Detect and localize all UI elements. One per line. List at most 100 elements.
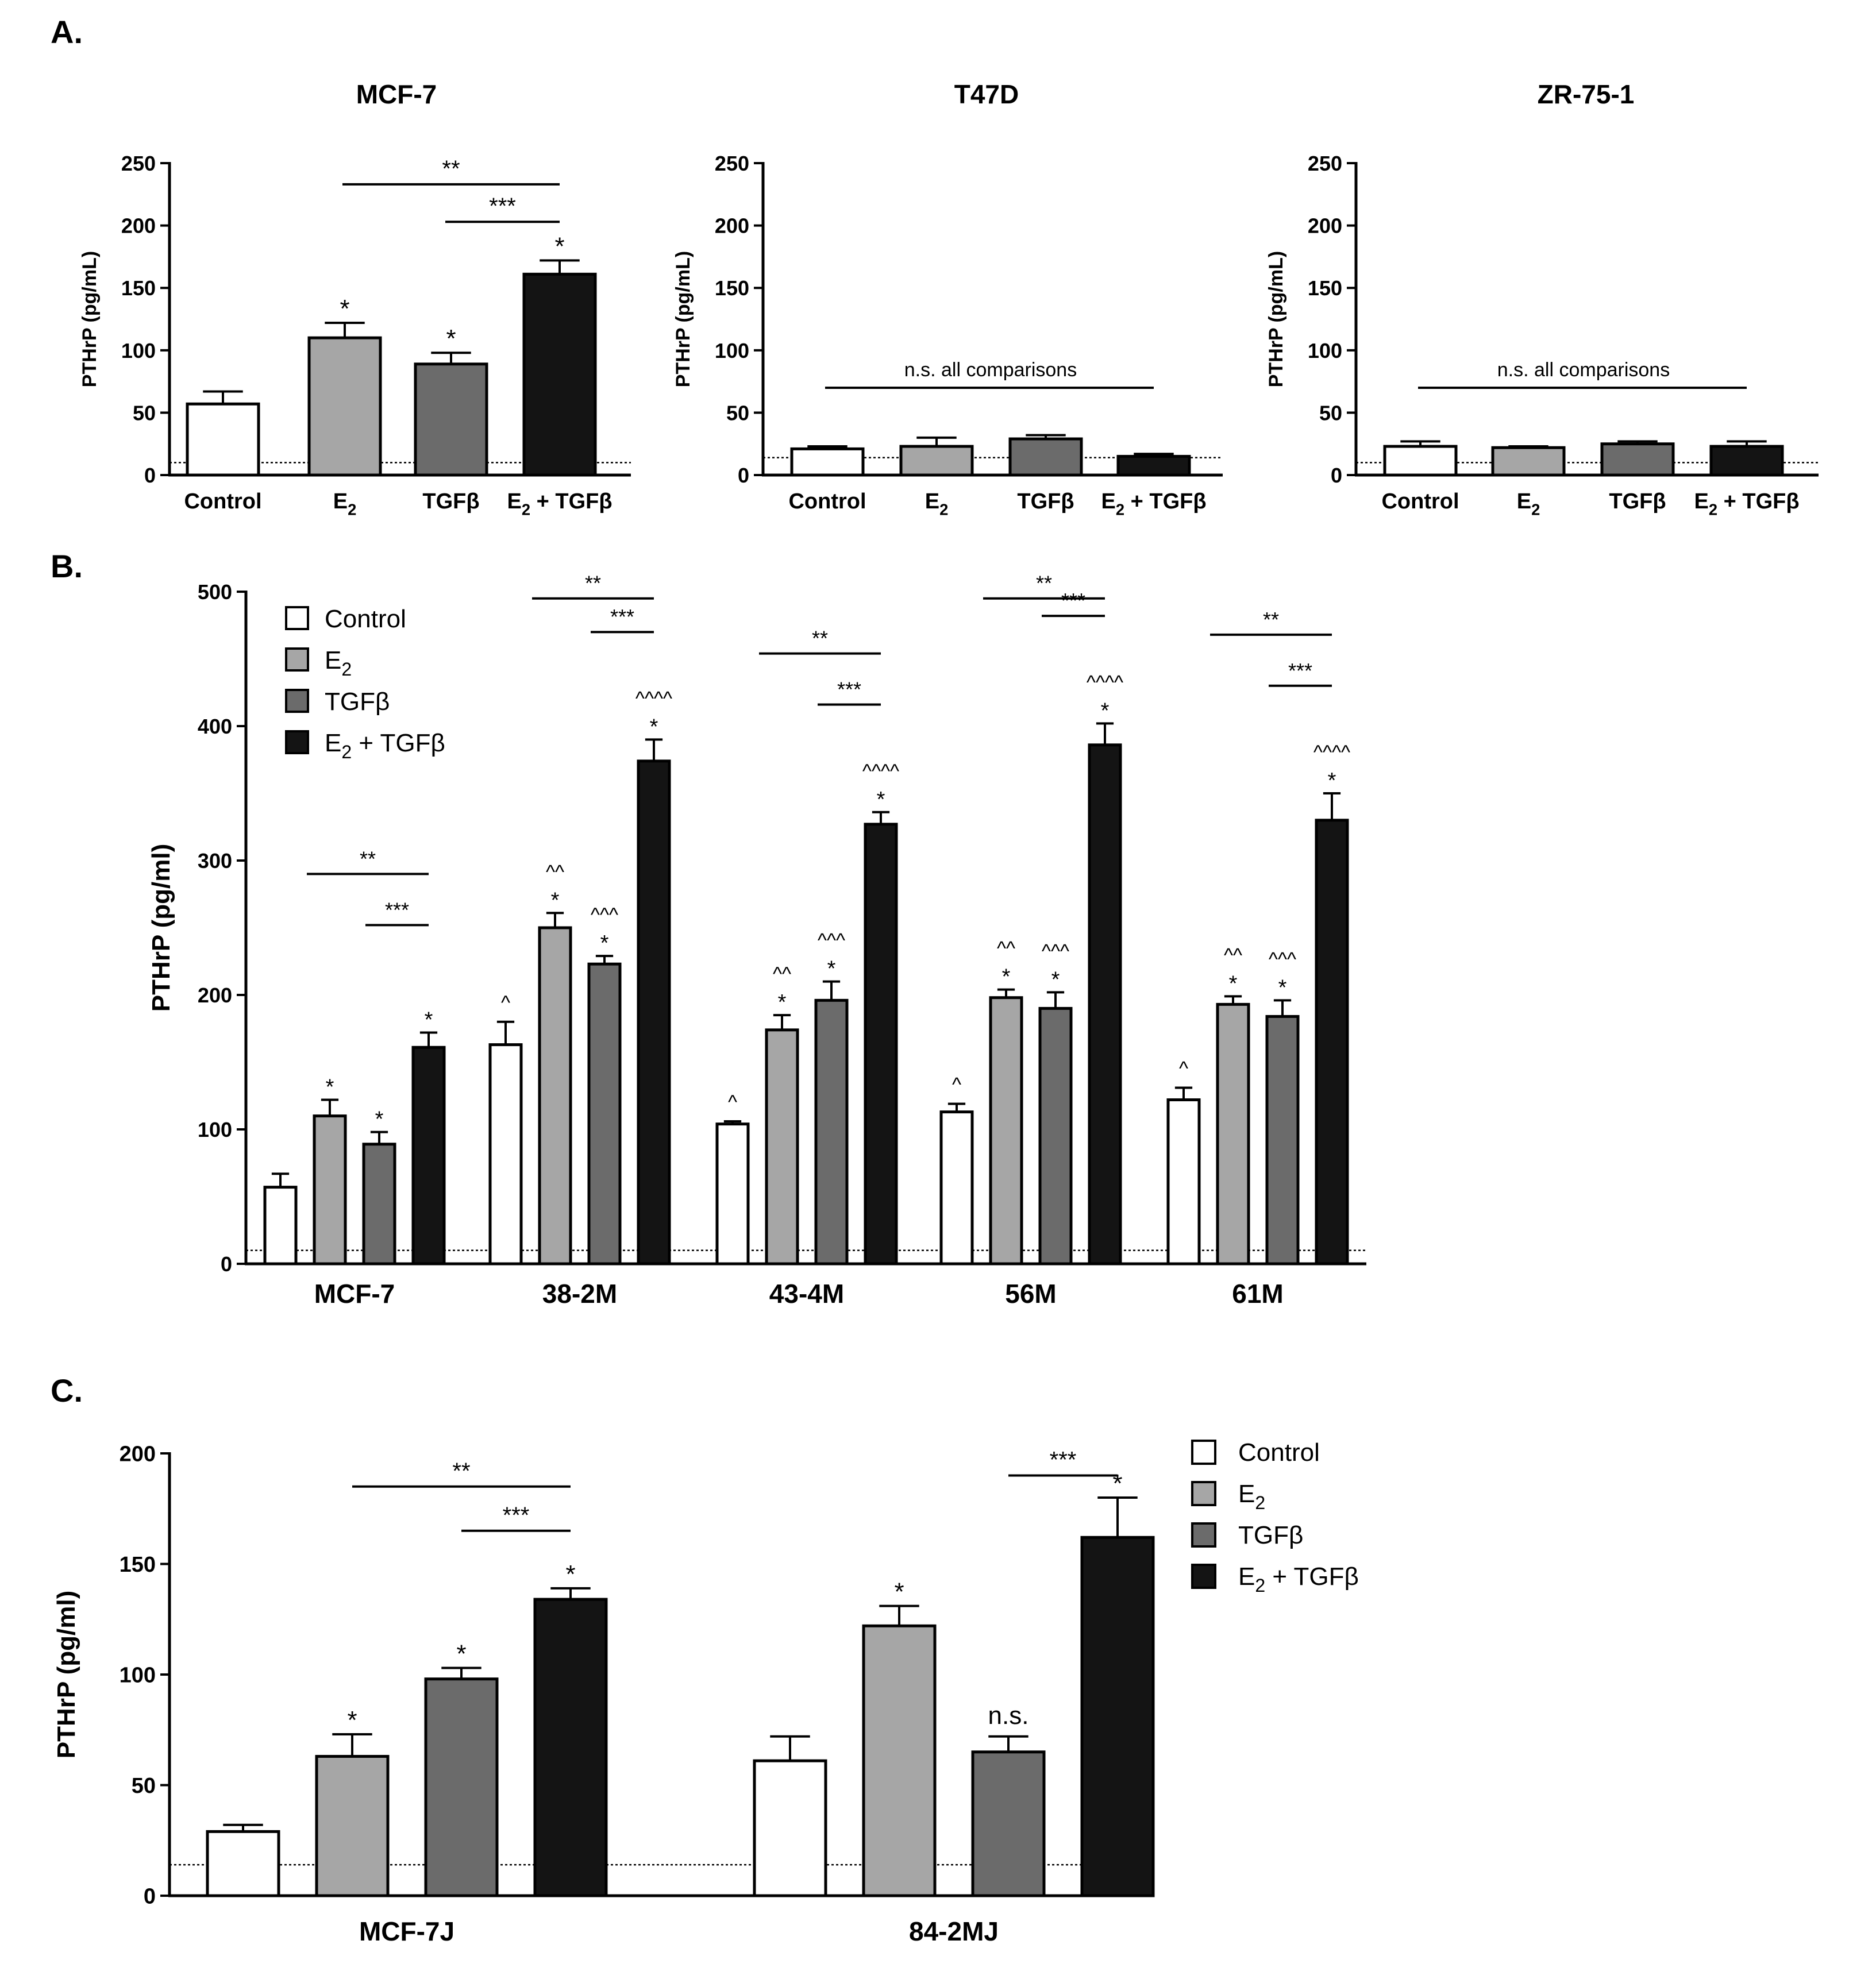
b-2-significance-mark: * [1278,975,1287,1000]
b-category-label: 56M [1005,1279,1056,1309]
legend-c-swatch-tgfb [1191,1522,1216,1548]
chart-a-t47d: 0 50 100 150 200 250 PTHrP (pg/mL) T47D Control E… [672,79,1223,518]
a3-ytick-label: 100 [1308,339,1342,362]
c-0-bar [206,1830,280,1897]
b-3-bar [1088,743,1122,1266]
c-y-axis-label: PTHrP (pg/ml) [52,1591,80,1759]
b-1-significance-mark: ^^ [1224,944,1242,966]
legend-b-item-combo: E2 + TGFβ [285,729,445,762]
b-1-significance-mark: * [1229,971,1238,996]
c-3-significance-mark: * [565,1560,575,1588]
b-1-bar [989,996,1023,1266]
a3-category-label-main: E [1694,489,1708,514]
legend-c-item-tgfb: TGFβ [1191,1521,1303,1549]
b-1-bar [765,1028,799,1266]
b-0-bar [939,1110,974,1266]
a2-comparison-label: n.s. all comparisons [904,359,1077,381]
a1-ytick-label: 100 [121,339,156,362]
c-category-label: 84-2MJ [909,1916,999,1946]
b-0-significance-mark: ^ [501,992,510,1014]
b-1-significance-mark: ^^ [997,938,1015,960]
c-ytick-label: 150 [120,1553,156,1577]
b-3-bar [637,759,671,1266]
legend-b-label-e2-sub: 2 [341,659,352,680]
c-1-significance-mark: * [347,1706,357,1734]
b-2-bar [1265,1014,1300,1266]
a2-bar [1008,437,1083,477]
b-2-significance-mark: ^^^ [818,930,845,952]
legend-c-label-combo-rest: + TGFβ [1265,1563,1359,1591]
b-2-significance-mark: ^^^ [591,904,618,926]
a2-ytick-label: 0 [738,464,749,487]
legend-c-item-control: Control [1191,1438,1320,1467]
a1-ytick-label: 150 [121,276,156,300]
a1-bar [307,336,382,477]
b-0-bar [1166,1098,1201,1266]
legend-b-label-combo-rest: + TGFβ [352,729,445,757]
b-3-bar [411,1046,446,1266]
b-comparison-label: *** [1288,659,1312,682]
a3-category-label: E2 + TGFβ [1694,489,1799,518]
a3-bar [1491,446,1566,477]
a3-bar [1600,442,1675,477]
chart-a-zr75: 0 50 100 150 200 250 PTHrP (pg/mL) ZR-75-1 Contr… [1265,79,1819,518]
legend-c-swatch-combo [1191,1564,1216,1589]
legend-c-label-e2-sub: 2 [1255,1492,1265,1513]
b-2-significance-mark: * [375,1108,384,1132]
b-comparison-label: ** [1036,572,1052,595]
b-2-significance-mark: ^^^ [1042,940,1069,962]
b-ytick-label: 100 [198,1118,232,1141]
b-0-significance-mark: ^ [728,1091,737,1113]
b-ytick-label: 300 [198,849,232,873]
c-ytick-label: 100 [120,1664,156,1688]
a2-ytick-label: 200 [715,214,749,238]
b-comparison-label: ** [360,847,376,870]
legend-c-label-combo-main: E [1238,1563,1255,1591]
a2-bar [1116,454,1191,477]
a1-comparison-label: *** [489,194,516,219]
b-3-bar [1315,819,1349,1266]
b-2-significance-mark: * [827,957,836,981]
c-2-significance-mark: * [456,1639,466,1668]
legend-c-swatch-e2 [1191,1481,1216,1506]
b-0-significance-mark: ^ [1179,1058,1188,1079]
legend-c: Control E2 TGFβ E2 + TGFβ [1191,1438,1359,1596]
a3-ytick-label: 150 [1308,276,1342,300]
a2-category-label-sub: 2 [939,500,948,518]
a2-category-label: Control [788,489,866,514]
a3-category-label-rest: + TGFβ [1717,489,1799,514]
a1-title: MCF-7 [356,79,437,109]
a1-category-label-sub: 2 [522,500,530,518]
b-1-bar [538,926,572,1266]
a3-category-label: E2 [1517,489,1540,518]
legend-b-label-combo-main: E [325,729,341,757]
legend-b-label-combo-sub: 2 [341,742,352,762]
c-1-significance-mark: * [894,1578,904,1606]
c-3-bar [533,1598,608,1897]
b-2-bar [814,998,849,1266]
b-3-bar [864,823,898,1266]
a3-ytick-label: 0 [1331,464,1342,487]
c-comparison-label: *** [1050,1448,1077,1473]
legend-c-label-tgfb: TGFβ [1238,1521,1303,1549]
b-0-bar [488,1043,523,1266]
b-3-significance-mark: * [1101,699,1110,723]
b-comparison-label: *** [385,898,409,921]
c-ytick-label: 50 [132,1774,156,1798]
b-0-bar [715,1122,750,1266]
b-3-significance-mark: ^^^^ [1087,672,1123,693]
b-3-significance-mark: * [877,788,885,812]
c-2-bar [971,1750,1046,1897]
b-2-bar [1038,1006,1073,1266]
b-comparison-label: ** [812,627,828,650]
b-1-significance-mark: * [778,990,787,1014]
legend-c-item-e2: E2 [1191,1480,1265,1513]
b-2-significance-mark: * [600,931,609,955]
a3-bar [1709,445,1784,477]
panel-label-c: C. [51,1372,83,1409]
a3-ytick-label: 200 [1308,214,1342,238]
legend-b-swatch-e2 [285,647,309,672]
b-3-significance-mark: * [1328,769,1336,793]
a1-category-label: E2 + TGFβ [507,489,612,518]
b-category-label: MCF-7 [314,1279,395,1309]
